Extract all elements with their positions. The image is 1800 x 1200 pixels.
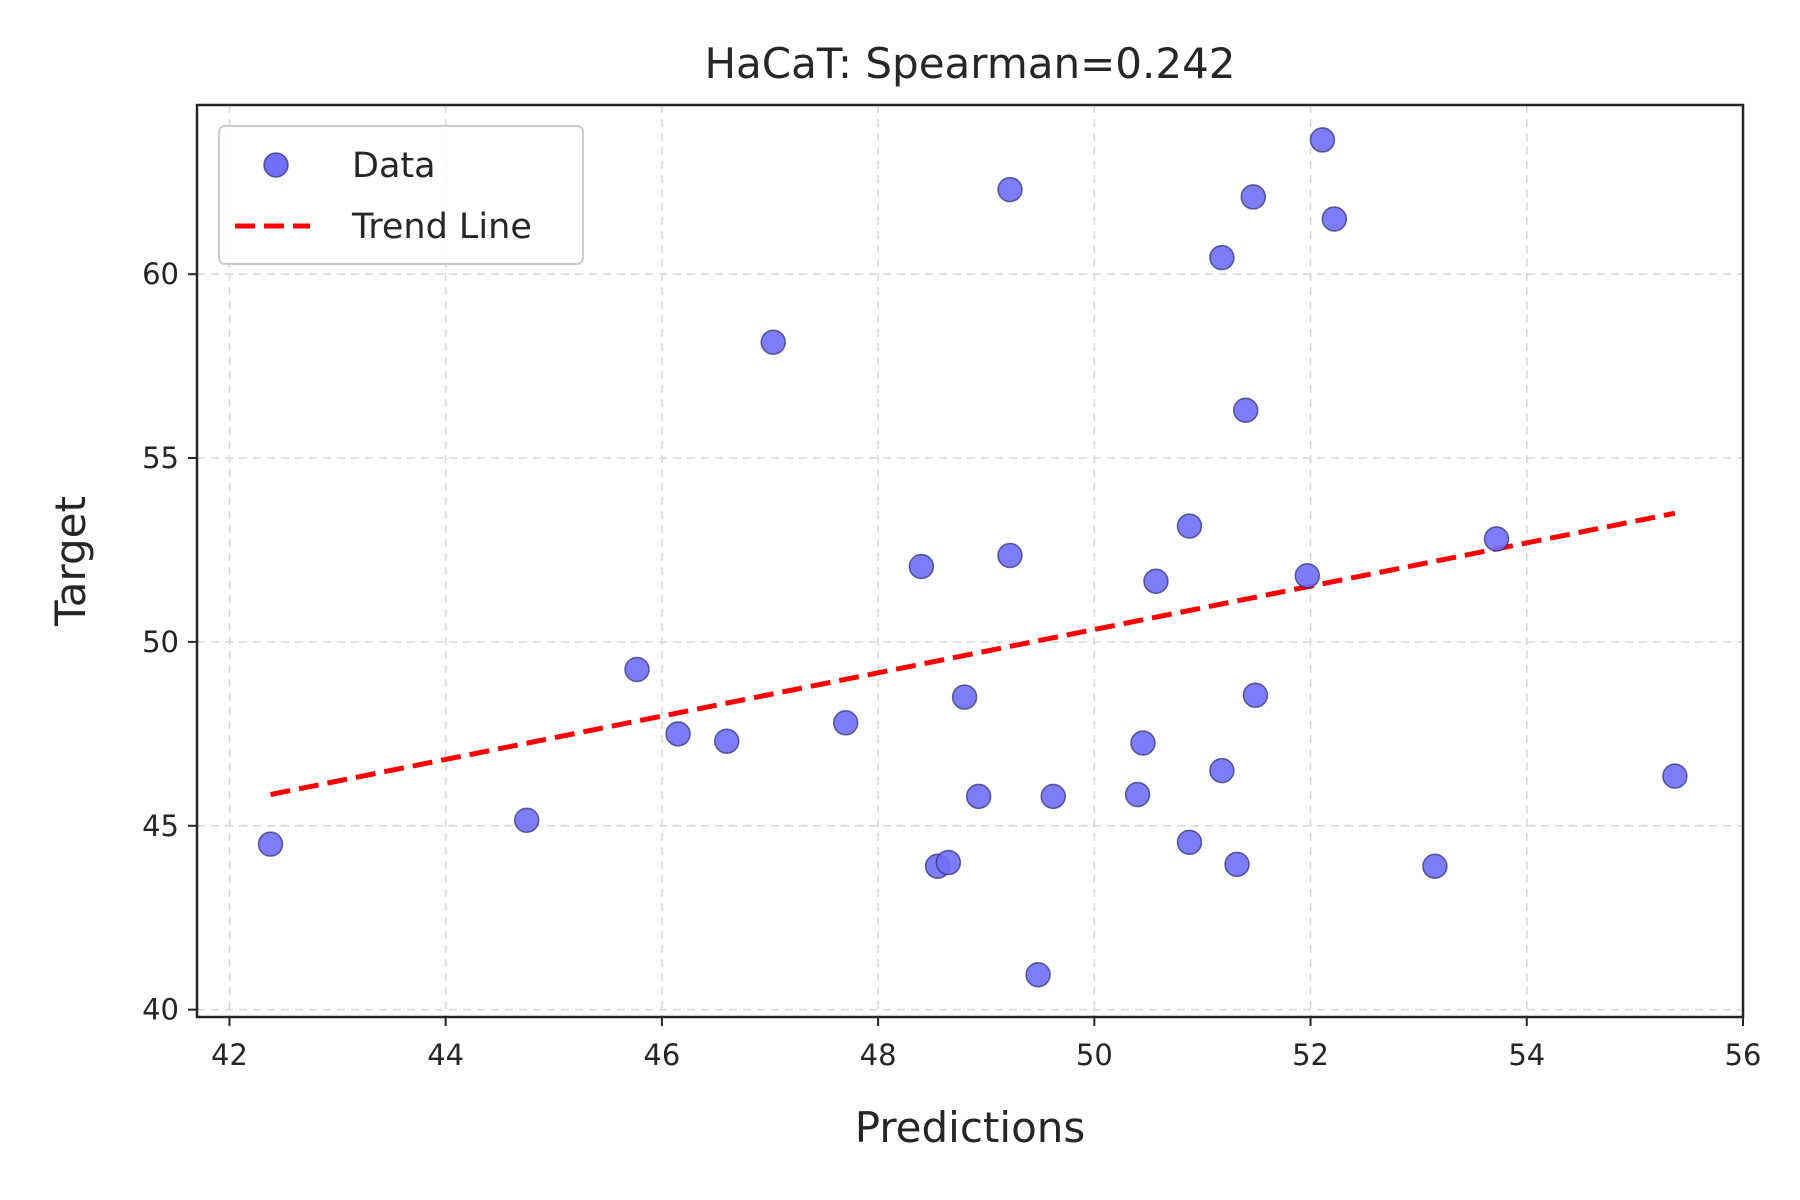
x-axis-label: Predictions [855,1103,1086,1152]
data-point-15 [1040,783,1066,810]
data-point-13 [997,542,1023,569]
y-tick-label: 60 [142,257,179,291]
data-point-14 [1025,961,1051,988]
data-point-1 [513,807,540,834]
y-axis-ticks: 40 45 50 55 60 [142,257,197,1027]
x-tick-label: 54 [1508,1038,1545,1072]
data-point-6 [832,710,859,736]
x-tick-label: 46 [643,1038,680,1072]
data-point-28 [1309,127,1336,153]
data-point-10 [951,684,978,710]
x-tick-label: 52 [1292,1038,1329,1072]
legend: Data Trend Line [218,125,584,265]
data-point-23 [1224,851,1250,878]
data-point-12 [997,176,1023,203]
data-points [257,127,1688,988]
x-tick-label: 50 [1076,1038,1113,1072]
data-point-3 [665,721,691,747]
trend-line [270,510,1676,797]
data-point-29 [1321,206,1348,232]
data-point-25 [1240,184,1267,210]
x-tick-label: 44 [427,1038,464,1072]
data-point-7 [908,553,935,580]
data-point-27 [1294,562,1321,589]
data-point-22 [1209,757,1235,784]
data-point-20 [1176,829,1203,856]
data-point-2 [624,656,650,683]
x-axis-ticks: 42 44 46 48 50 52 54 56 [211,1017,1761,1072]
y-tick-label: 40 [142,993,179,1027]
y-tick-label: 50 [142,625,179,659]
legend-box [218,125,584,265]
data-point-18 [1143,568,1169,594]
legend-label-trend-line: Trend Line [351,207,532,247]
chart-title: HaCaT: Spearman=0.242 [704,39,1235,88]
y-tick-label: 55 [142,441,179,475]
data-point-24 [1232,397,1259,423]
data-point-17 [1130,730,1156,756]
data-point-9 [935,849,962,876]
y-axis-label: Target [46,496,95,627]
data-point-5 [760,329,786,355]
data-point-21 [1209,244,1235,271]
data-point-0 [257,831,284,857]
legend-label-data: Data [352,146,436,186]
data-point-19 [1176,513,1203,539]
data-point-31 [1483,526,1510,552]
x-tick-label: 56 [1725,1038,1762,1072]
data-point-26 [1242,682,1269,708]
x-tick-label: 42 [211,1038,248,1072]
data-point-32 [1662,763,1688,789]
data-point-4 [713,728,740,754]
data-point-30 [1422,853,1448,879]
trend-line-layer [270,510,1676,797]
y-tick-label: 45 [142,809,179,843]
grid-lines [197,105,1744,1017]
data-point-11 [965,783,992,810]
plot-frame [195,103,1745,1019]
data-point-16 [1124,781,1151,808]
legend-data-marker [263,152,289,178]
x-tick-label: 48 [860,1038,897,1072]
